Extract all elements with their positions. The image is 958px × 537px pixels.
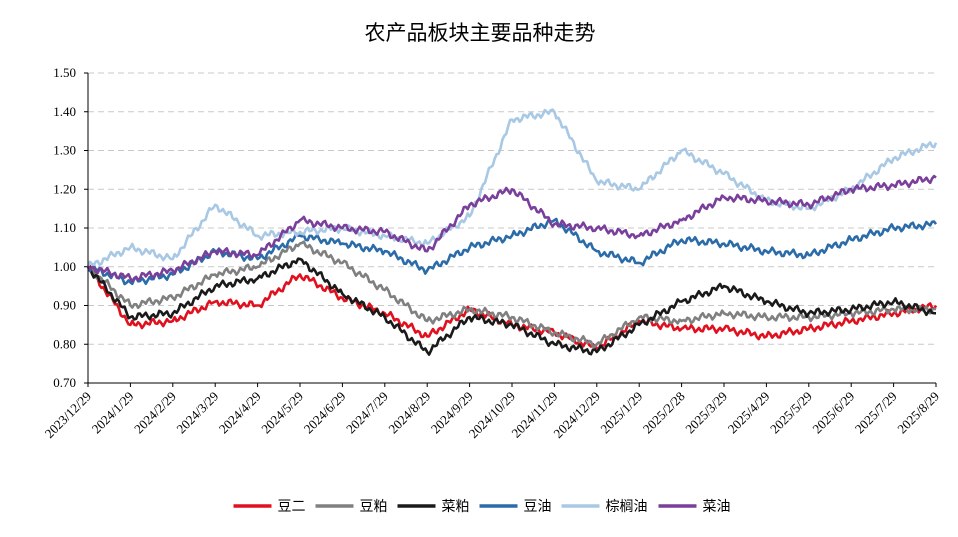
axes bbox=[87, 73, 936, 384]
x-tick-label: 2025/7/29 bbox=[852, 389, 900, 437]
series-line bbox=[87, 264, 938, 351]
legend-label: 菜粕 bbox=[442, 499, 470, 515]
series-line bbox=[86, 217, 938, 286]
x-tick-label: 2024/6/29 bbox=[301, 389, 349, 437]
y-axis-ticks: 0.70 0.80 0.90 1.00 1.10 1.20 1.30 1.40 1.50 bbox=[53, 65, 88, 390]
y-tick-label: 0.70 bbox=[53, 375, 76, 390]
y-tick-label: 0.80 bbox=[53, 336, 76, 351]
chart-title: 农产品板块主要品种走势 bbox=[365, 21, 596, 45]
x-axis-ticks: 2023/12/292024/1/292024/2/292024/3/29202… bbox=[42, 383, 942, 441]
legend-label: 棕榈油 bbox=[606, 499, 648, 515]
y-tick-label: 1.20 bbox=[53, 181, 76, 196]
y-tick-label: 1.30 bbox=[53, 143, 76, 158]
x-tick-label: 2024/4/29 bbox=[216, 389, 264, 437]
x-tick-label: 2025/4/29 bbox=[725, 389, 773, 437]
y-tick-label: 1.10 bbox=[53, 220, 76, 235]
x-tick-label: 2025/8/29 bbox=[894, 389, 942, 437]
x-tick-label: 2024/1/29 bbox=[89, 389, 137, 437]
legend-label: 豆二 bbox=[278, 499, 306, 515]
y-tick-label: 1.50 bbox=[53, 65, 76, 80]
legend-label: 菜油 bbox=[703, 499, 731, 515]
legend-label: 豆油 bbox=[524, 499, 552, 515]
y-tick-label: 0.90 bbox=[53, 298, 76, 313]
series-line bbox=[87, 257, 937, 356]
x-tick-label: 2025/3/29 bbox=[682, 389, 730, 437]
x-tick-label: 2024/2/29 bbox=[131, 389, 179, 437]
x-tick-label: 2024/5/29 bbox=[258, 389, 306, 437]
series-line bbox=[86, 108, 938, 268]
x-tick-label: 2023/12/29 bbox=[42, 389, 94, 441]
series-lines bbox=[86, 108, 938, 356]
y-tick-label: 1.40 bbox=[53, 104, 76, 119]
y-tick-label: 1.00 bbox=[53, 259, 76, 274]
x-tick-label: 2024/12/29 bbox=[550, 389, 602, 441]
legend-label: 豆粕 bbox=[360, 499, 388, 515]
legend: 豆二 豆粕 菜粕 豆油 棕榈油 菜油 bbox=[233, 499, 731, 515]
x-tick-label: 2024/8/29 bbox=[385, 389, 433, 437]
x-tick-label: 2025/6/29 bbox=[809, 389, 857, 437]
series-line bbox=[86, 174, 937, 283]
x-tick-label: 2025/5/29 bbox=[767, 389, 815, 437]
x-tick-label: 2025/1/29 bbox=[597, 389, 645, 437]
x-tick-label: 2024/7/29 bbox=[343, 389, 391, 437]
x-tick-label: 2025/2/28 bbox=[640, 389, 688, 437]
series-line bbox=[86, 240, 937, 348]
x-tick-label: 2024/3/29 bbox=[173, 389, 221, 437]
